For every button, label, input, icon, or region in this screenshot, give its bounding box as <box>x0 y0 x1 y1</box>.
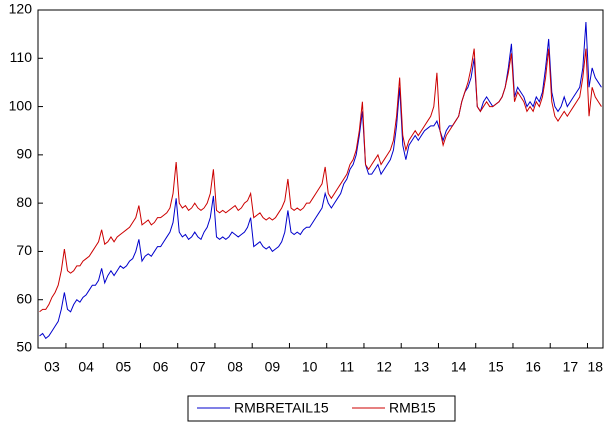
x-tick-label: 16 <box>525 359 541 375</box>
x-tick-label: 06 <box>153 359 169 375</box>
y-tick-label: 90 <box>16 146 32 162</box>
x-tick-label: 09 <box>265 359 281 375</box>
x-tick-label: 14 <box>451 359 467 375</box>
legend-label: RMB15 <box>389 400 436 416</box>
y-tick-label: 50 <box>16 339 32 355</box>
x-tick-label: 13 <box>414 359 430 375</box>
y-tick-label: 120 <box>9 1 33 17</box>
y-tick-label: 60 <box>16 290 32 306</box>
series-line <box>39 22 602 340</box>
y-tick-label: 80 <box>16 194 32 210</box>
plot-frame <box>37 9 604 349</box>
x-tick-label: 15 <box>488 359 504 375</box>
x-tick-label: 08 <box>227 359 243 375</box>
series-line <box>39 48 602 313</box>
y-tick-label: 100 <box>9 97 33 113</box>
legend-box <box>187 395 456 422</box>
x-tick-label: 11 <box>340 359 355 375</box>
x-tick-label: 18 <box>587 359 603 375</box>
x-tick-label: 07 <box>190 359 206 375</box>
x-tick-label: 10 <box>302 359 318 375</box>
x-tick-label: 04 <box>78 359 94 375</box>
legend-label: RMBRETAIL15 <box>234 400 329 416</box>
x-tick-label: 17 <box>563 359 579 375</box>
x-tick-label: 05 <box>116 359 132 375</box>
x-tick-label: 03 <box>44 359 60 375</box>
y-tick-label: 70 <box>16 242 32 258</box>
y-tick-label: 110 <box>10 49 33 65</box>
x-tick-label: 12 <box>376 359 392 375</box>
